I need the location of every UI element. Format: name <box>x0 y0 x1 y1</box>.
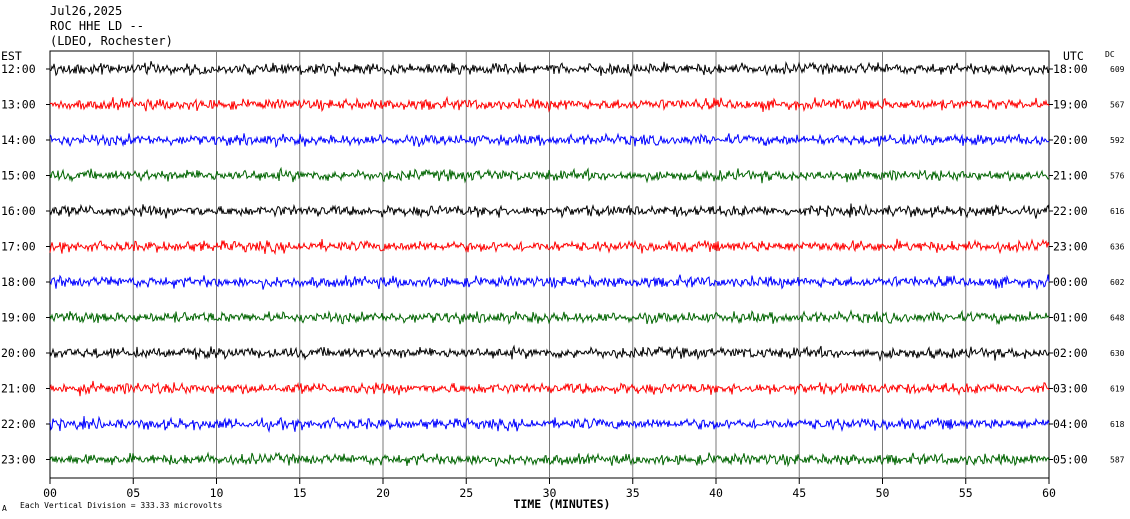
header-station: ROC HHE LD -- <box>50 19 144 33</box>
est-label: 17:00 <box>1 240 36 254</box>
x-tick-label: 60 <box>1042 486 1056 500</box>
traces-layer <box>49 60 1050 468</box>
est-label: 19:00 <box>1 311 36 325</box>
utc-label: 20:00 <box>1053 133 1088 147</box>
x-axis-label: TIME (MINUTES) <box>514 497 611 511</box>
trace-line <box>49 166 1050 184</box>
est-label: 23:00 <box>1 453 36 467</box>
utc-label: 21:00 <box>1053 169 1088 183</box>
x-tick-label: 45 <box>792 486 806 500</box>
est-label: 15:00 <box>1 169 36 183</box>
dc-value: 609 <box>1110 65 1125 74</box>
est-label: 20:00 <box>1 346 36 360</box>
x-tick-label: 35 <box>626 486 640 500</box>
trace-line <box>49 238 1050 256</box>
x-axis-ticks: 00 05 10 15 20 25 30 35 40 45 50 55 60 <box>43 478 1056 500</box>
row-labels: 12:00 18:00 609 13:00 19:00 567 14:00 20:00 592 1… <box>1 62 1125 467</box>
dc-value: 616 <box>1110 207 1125 216</box>
trace-line <box>49 309 1050 326</box>
x-tick-label: 30 <box>543 486 557 500</box>
x-tick-label: 05 <box>126 486 140 500</box>
est-label: 18:00 <box>1 275 36 289</box>
est-label: 14:00 <box>1 133 36 147</box>
dc-value: 630 <box>1110 349 1125 358</box>
dc-value: 587 <box>1110 456 1125 465</box>
trace-line <box>49 344 1050 362</box>
utc-label: 00:00 <box>1053 275 1088 289</box>
dc-value: 576 <box>1110 172 1125 181</box>
utc-label: 04:00 <box>1053 417 1088 431</box>
est-label: 21:00 <box>1 382 36 396</box>
left-zone-label: EST <box>1 49 22 63</box>
trace-line <box>49 415 1050 434</box>
est-label: 22:00 <box>1 417 36 431</box>
utc-label: 22:00 <box>1053 204 1088 218</box>
vertical-grid <box>132 51 967 478</box>
scale-note: Each Vertical Division = 333.33 microvol… <box>20 501 222 510</box>
x-tick-label: 20 <box>376 486 390 500</box>
dc-value: 618 <box>1110 420 1125 429</box>
trace-line <box>49 132 1050 149</box>
dc-value: 567 <box>1110 101 1125 110</box>
right-zone-label: UTC <box>1063 49 1084 63</box>
trace-line <box>49 451 1050 468</box>
x-tick-label: 40 <box>709 486 723 500</box>
dc-value: 602 <box>1110 278 1125 287</box>
corner-mark: A <box>2 504 7 513</box>
header-date: Jul26,2025 <box>50 4 122 18</box>
utc-label: 18:00 <box>1053 62 1088 76</box>
utc-label: 01:00 <box>1053 311 1088 325</box>
dc-value: 648 <box>1110 314 1125 323</box>
est-label: 13:00 <box>1 98 36 112</box>
x-tick-label: 00 <box>43 486 57 500</box>
utc-label: 23:00 <box>1053 240 1088 254</box>
trace-line <box>49 95 1050 113</box>
trace-line <box>49 60 1050 77</box>
x-tick-label: 55 <box>959 486 973 500</box>
est-label: 16:00 <box>1 204 36 218</box>
x-tick-label: 25 <box>459 486 473 500</box>
header-network: (LDEO, Rochester) <box>50 34 173 48</box>
trace-line <box>49 380 1050 397</box>
dc-value: 592 <box>1110 136 1125 145</box>
utc-label: 02:00 <box>1053 346 1088 360</box>
x-tick-label: 15 <box>293 486 307 500</box>
trace-line <box>49 203 1050 219</box>
x-tick-label: 50 <box>876 486 890 500</box>
dc-value: 619 <box>1110 385 1125 394</box>
utc-label: 03:00 <box>1053 382 1088 396</box>
dc-header: DC <box>1105 50 1115 59</box>
trace-line <box>49 274 1050 291</box>
est-label: 12:00 <box>1 62 36 76</box>
utc-label: 19:00 <box>1053 98 1088 112</box>
dc-value: 636 <box>1110 243 1125 252</box>
x-tick-label: 10 <box>210 486 224 500</box>
utc-label: 05:00 <box>1053 453 1088 467</box>
